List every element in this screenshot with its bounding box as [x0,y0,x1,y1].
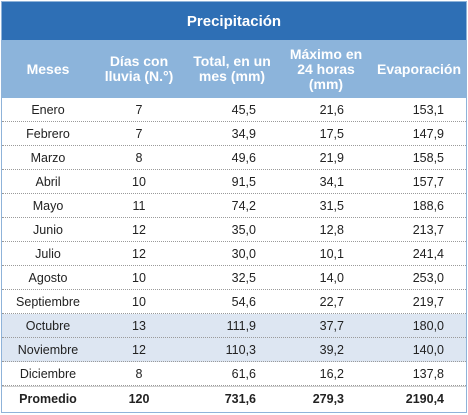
cell-dias: 7 [135,126,143,141]
cell-mes: Diciembre [19,366,77,381]
cell-maximo: 17,5 [319,126,344,141]
cell-maximo: 21,9 [319,150,344,165]
table-row: Mayo 11 74,2 31,5 188,6 [2,194,466,218]
cell-mes: Marzo [30,150,66,165]
cell-dias: 12 [132,342,146,357]
cell-total: 110,3 [225,342,256,357]
cell-evap: 140,0 [412,342,444,357]
header-meses: Meses [26,60,70,77]
cell-dias: 8 [135,366,143,381]
cell-total: 91,5 [231,174,256,189]
table-row: Junio 12 35,0 12,8 213,7 [2,218,466,242]
cell-total: 54,6 [231,294,256,309]
total-label: Promedio [19,392,77,406]
cell-evap: 137,8 [412,366,444,381]
cell-mes: Octubre [25,318,71,333]
total-evap: 2190,4 [405,392,444,406]
cell-mes: Noviembre [17,342,79,357]
cell-evap: 153,1 [412,102,444,117]
table-row: Julio 12 30,0 10,1 241,4 [2,242,466,266]
cell-maximo: 22,7 [319,294,344,309]
total-dias: 120 [128,392,150,406]
cell-total: 74,2 [231,198,256,213]
cell-mes: Julio [35,246,61,261]
cell-maximo: 37,7 [319,318,344,333]
cell-maximo: 31,5 [319,198,344,213]
cell-total: 34,9 [231,126,256,141]
cell-dias: 10 [132,174,146,189]
cell-maximo: 10,1 [319,246,344,261]
cell-total: 30,0 [231,246,256,261]
table-row: Diciembre 8 61,6 16,2 137,8 [2,362,466,386]
table-header-row: Meses Días con lluvia (N.°) Total, en un… [2,40,466,98]
table-row: Marzo 8 49,6 21,9 158,5 [2,146,466,170]
table-row: Febrero 7 34,9 17,5 147,9 [2,122,466,146]
cell-maximo: 12,8 [319,222,344,237]
table-row: Agosto 10 32,5 14,0 253,0 [2,266,466,290]
cell-dias: 8 [135,150,143,165]
table-body: Enero 7 45,5 21,6 153,1 Febrero 7 34,9 17,5 147,9… [2,98,466,386]
total-total: 731,6 [224,392,256,406]
table-row: Noviembre 12 110,3 39,2 140,0 [2,338,466,362]
cell-evap: 253,0 [412,270,444,285]
table-row: Octubre 13 111,9 37,7 180,0 [2,314,466,338]
table-row: Septiembre 10 54,6 22,7 219,7 [2,290,466,314]
cell-evap: 188,6 [412,198,444,213]
cell-mes: Agosto [28,270,68,285]
cell-dias: 10 [132,270,146,285]
cell-maximo: 14,0 [319,270,344,285]
cell-evap: 180,0 [412,318,444,333]
cell-evap: 158,5 [412,150,444,165]
cell-mes: Enero [31,102,65,117]
header-maximo-24h: Máximo en 24 horas (mm) [289,45,363,92]
cell-dias: 11 [132,198,146,213]
table-row: Abril 10 91,5 34,1 157,7 [2,170,466,194]
cell-total: 61,6 [231,366,256,381]
header-evaporacion: Evaporación [376,60,462,77]
cell-maximo: 34,1 [319,174,344,189]
cell-dias: 10 [132,294,146,309]
cell-mes: Septiembre [16,294,80,309]
cell-maximo: 21,6 [319,102,344,117]
cell-dias: 12 [132,222,146,237]
header-dias-lluvia: Días con lluvia (N.°) [104,53,174,84]
cell-total: 32,5 [231,270,256,285]
cell-total: 35,0 [231,222,256,237]
cell-mes: Junio [33,222,63,237]
total-maximo: 279,3 [312,392,344,406]
cell-total: 111,9 [226,318,256,333]
cell-maximo: 39,2 [319,342,344,357]
cell-mes: Abril [35,174,61,189]
cell-evap: 213,7 [412,222,444,237]
table-row: Enero 7 45,5 21,6 153,1 [2,98,466,122]
cell-evap: 157,7 [412,174,444,189]
header-total-mes: Total, en un mes (mm) [193,53,271,84]
cell-total: 45,5 [231,102,256,117]
table-title: Precipitación [2,2,466,40]
cell-dias: 7 [135,102,143,117]
cell-total: 49,6 [231,150,256,165]
cell-mes: Febrero [26,126,70,141]
cell-evap: 147,9 [412,126,444,141]
cell-maximo: 16,2 [319,366,344,381]
table-total-row: Promedio 120 731,6 279,3 2190,4 [2,386,466,411]
cell-mes: Mayo [32,198,64,213]
cell-dias: 13 [132,318,146,333]
cell-evap: 241,4 [412,246,444,261]
cell-evap: 219,7 [412,294,444,309]
cell-dias: 12 [132,246,146,261]
